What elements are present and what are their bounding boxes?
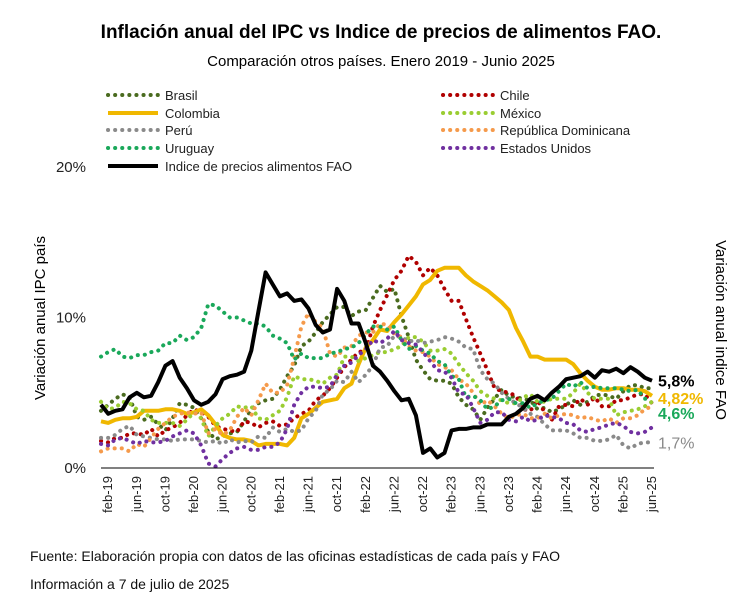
x-tick-label: oct-22	[415, 476, 430, 512]
chart-subtitle: Comparación otros países. Enero 2019 - J…	[207, 53, 555, 70]
legend-label: Indice de precios alimentos FAO	[165, 159, 352, 174]
legend-item-estados-unidos: Estados Unidos	[441, 141, 592, 156]
end-label-colombia: 4,82%	[658, 391, 703, 408]
legend-label: Colombia	[165, 106, 221, 121]
y-tick-label: 0%	[64, 460, 86, 477]
legend-label: Chile	[500, 88, 530, 103]
end-label-indice-de-precios-alimentos-fao: 5,8%	[658, 374, 694, 391]
legend-label: Estados Unidos	[500, 141, 592, 156]
series-line-peru	[99, 333, 654, 451]
series-line-mexico	[99, 335, 654, 441]
x-tick-label: oct-21	[329, 476, 344, 512]
legend-item-colombia: Colombia	[108, 106, 221, 121]
legend-item-chile: Chile	[441, 88, 530, 103]
legend-item-peru: Perú	[106, 123, 192, 138]
series-line-uruguay	[99, 301, 654, 412]
y-axis-label-right: Variación anual indice FAO	[712, 240, 729, 420]
x-tick-label: feb-24	[530, 476, 545, 513]
series-line-brasil	[99, 282, 654, 442]
y-tick-label: 10%	[56, 310, 86, 327]
x-axis: feb-19 jun-19 oct-19 feb-20 jun-20 oct-20 feb-…	[100, 467, 659, 513]
x-tick-label: oct-20	[243, 476, 258, 512]
x-tick-label: oct-19	[157, 476, 172, 512]
legend-label: Uruguay	[165, 141, 215, 156]
x-tick-label: feb-21	[272, 476, 287, 513]
series-line-colombia	[100, 265, 654, 448]
legend-label: Brasil	[165, 88, 198, 103]
y-tick-label: 20%	[56, 159, 86, 176]
end-label-uruguay: 4,6%	[658, 406, 694, 423]
x-tick-label: feb-22	[358, 476, 373, 513]
x-tick-label: jun-23	[472, 476, 487, 513]
x-tick-label: jun-21	[301, 476, 316, 513]
y-axis: 0% 10% 20%	[56, 159, 86, 477]
x-tick-label: oct-24	[587, 476, 602, 512]
legend-item-brasil: Brasil	[106, 88, 198, 103]
series-line-indice-de-precios-alimentos-fao	[99, 270, 653, 460]
y-axis-label-left: Variación anual IPC país	[32, 236, 49, 400]
legend-item-uruguay: Uruguay	[106, 141, 215, 156]
x-tick-label: jun-20	[215, 476, 230, 513]
legend-item-indice-de-precios-alimentos-fao: Indice de precios alimentos FAO	[108, 159, 352, 174]
x-tick-label: jun-25	[644, 476, 659, 513]
series-line-estados-unidos	[99, 327, 654, 469]
legend-label: República Dominicana	[500, 123, 631, 138]
end-label-peru: 1,7%	[658, 435, 694, 452]
chart-title: Inflación anual del IPC vs Indice de pre…	[101, 22, 662, 43]
end-labels: 4,82% 1,7% 4,6% 5,8%	[658, 374, 703, 453]
series-line-chile	[99, 252, 654, 445]
date-note: Información a 7 de julio de 2025	[30, 576, 230, 592]
legend-item-republica-dominicana: República Dominicana	[441, 123, 631, 138]
x-tick-label: feb-23	[444, 476, 459, 513]
legend-item-mexico: México	[441, 106, 541, 121]
source-note: Fuente: Elaboración propia con datos de …	[30, 548, 560, 564]
x-tick-label: oct-23	[501, 476, 516, 512]
legend-label: Perú	[165, 123, 192, 138]
legend-label: México	[500, 106, 541, 121]
plot-area	[99, 252, 654, 469]
x-tick-label: feb-25	[615, 476, 630, 513]
x-tick-label: jun-22	[386, 476, 401, 513]
x-tick-label: jun-24	[558, 476, 573, 513]
x-tick-label: feb-19	[100, 476, 115, 513]
legend: Brasil Chile Colombia México Perú República D…	[106, 88, 631, 174]
x-tick-label: feb-20	[186, 476, 201, 513]
x-tick-label: jun-19	[129, 476, 144, 513]
inflation-chart: Inflación anual del IPC vs Indice de pre…	[32, 22, 729, 513]
